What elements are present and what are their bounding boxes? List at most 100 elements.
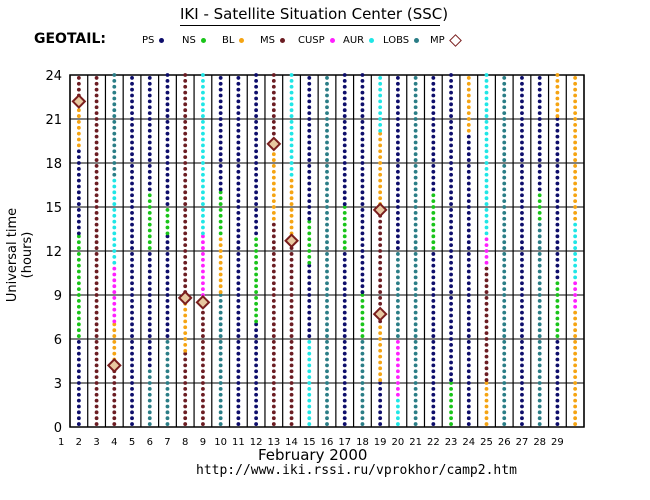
region-dot-bl	[112, 334, 117, 338]
region-dot-lobs	[502, 269, 507, 274]
region-dot-ns	[555, 334, 560, 338]
region-dot-aur	[484, 166, 489, 171]
region-dot-ns	[76, 322, 81, 327]
region-dot-ps	[449, 260, 453, 265]
region-dot-ms	[183, 410, 188, 415]
region-dot-lobs	[413, 287, 418, 292]
region-dot-aur	[573, 263, 578, 268]
region-dot-bl	[466, 105, 471, 110]
region-dot-ps	[360, 231, 365, 236]
x-tick-label: 5	[129, 437, 135, 448]
region-dot-ps	[254, 410, 259, 415]
region-dot-ps	[555, 252, 560, 256]
region-dot-ps	[254, 322, 259, 327]
legend-marker	[159, 38, 165, 43]
region-dot-ps	[254, 131, 259, 136]
region-dot-bl	[183, 325, 188, 330]
region-dot-ms	[378, 290, 383, 294]
region-dot-ps	[449, 149, 453, 154]
region-dot-ps	[218, 128, 223, 133]
region-dot-bl	[271, 193, 276, 198]
region-dot-ps	[431, 169, 436, 174]
region-dot-bl	[466, 81, 471, 86]
region-dot-ps	[395, 228, 400, 233]
region-dot-ms	[94, 345, 99, 350]
region-dot-lobs	[502, 275, 507, 280]
region-dot-lobs	[218, 422, 223, 426]
region-dot-lobs	[413, 146, 418, 151]
region-dot-ps	[147, 169, 152, 174]
region-dot-ps	[431, 416, 436, 421]
region-dot-ms	[289, 381, 294, 385]
region-dot-ps	[449, 219, 453, 224]
region-dot-ps	[520, 304, 524, 309]
region-dot-ps	[395, 240, 400, 245]
region-dot-ps	[147, 122, 152, 127]
region-dot-aur	[289, 172, 294, 177]
region-dot-ps	[165, 78, 170, 83]
region-dot-lobs	[360, 416, 365, 421]
region-dot-bl	[289, 184, 294, 189]
region-dot-ps	[236, 287, 241, 292]
region-dot-bl	[573, 381, 578, 385]
region-dot-ms	[289, 257, 294, 262]
region-dot-aur	[484, 208, 489, 212]
region-dot-ns	[555, 304, 560, 309]
region-dot-ps	[342, 137, 347, 142]
region-dot-ps	[395, 93, 400, 98]
region-dot-ps	[218, 76, 223, 80]
region-dot-ms	[289, 410, 294, 415]
region-dot-lobs	[537, 298, 542, 303]
region-dot-ms	[94, 187, 99, 192]
region-dot-ps	[342, 155, 347, 160]
region-dot-cusp	[112, 301, 117, 306]
region-dot-aur	[484, 84, 489, 89]
region-dot-ps	[307, 281, 312, 286]
region-dot-lobs	[413, 128, 418, 133]
region-dot-ms	[201, 357, 205, 362]
region-dot-aur	[201, 114, 205, 118]
region-dot-lobs	[413, 404, 418, 409]
region-dot-ps	[520, 234, 524, 239]
mp-crossing-marker	[284, 233, 299, 249]
region-dot-ps	[147, 304, 152, 309]
region-dot-bl	[76, 120, 81, 124]
region-dot-ps	[147, 175, 152, 180]
region-dot-lobs	[537, 228, 542, 233]
region-dot-aur	[112, 249, 117, 253]
region-dot-ps	[378, 422, 383, 426]
region-dot-ps	[431, 293, 436, 297]
region-dot-lobs	[360, 357, 365, 362]
region-dot-bl	[378, 366, 383, 371]
region-dot-bl	[573, 175, 578, 180]
region-dot-aur	[307, 381, 312, 385]
region-dot-ms	[94, 416, 99, 421]
region-dot-ns	[254, 296, 259, 300]
region-dot-ns	[342, 228, 347, 233]
region-dot-ps	[449, 296, 453, 300]
region-dot-ps	[147, 340, 152, 344]
region-dot-bl	[218, 254, 223, 259]
region-dot-ps	[76, 184, 81, 189]
region-dot-ps	[378, 398, 383, 403]
region-dot-lobs	[165, 375, 170, 380]
region-dot-lobs	[165, 351, 170, 356]
region-dot-ms	[289, 334, 294, 338]
region-dot-bl	[378, 172, 383, 177]
region-dot-ps	[342, 340, 347, 344]
region-dot-bl	[573, 328, 578, 333]
region-dot-bl	[271, 164, 276, 168]
region-dot-lobs	[325, 304, 329, 309]
region-dot-ps	[165, 131, 170, 136]
region-dot-ps	[165, 240, 170, 245]
region-dot-ms	[183, 416, 188, 421]
region-dot-ps	[254, 184, 259, 189]
region-dot-ms	[289, 340, 294, 344]
region-dot-ps	[555, 386, 560, 391]
region-dot-ps	[342, 422, 347, 426]
region-dot-lobs	[325, 381, 329, 385]
region-dot-lobs	[395, 334, 400, 338]
region-dot-ps	[130, 175, 134, 180]
region-dot-ps	[236, 369, 241, 374]
region-dot-ps	[466, 422, 471, 426]
